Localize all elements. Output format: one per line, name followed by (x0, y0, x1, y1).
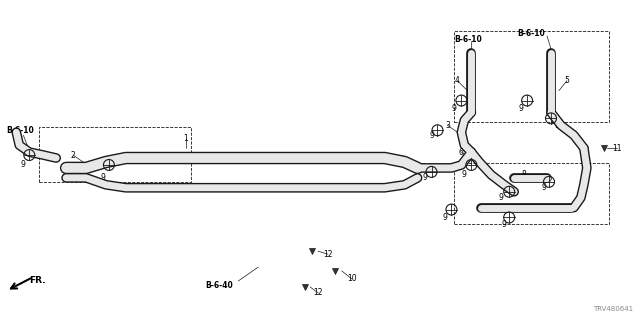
Text: 9: 9 (452, 104, 457, 113)
Bar (454, 31, 609, 122)
Text: 10: 10 (347, 275, 356, 284)
Text: B-6-10: B-6-10 (517, 28, 545, 38)
Text: 9: 9 (442, 213, 447, 222)
Text: B-6-10: B-6-10 (6, 126, 34, 135)
Text: 9: 9 (462, 170, 467, 180)
Text: 9: 9 (429, 131, 434, 140)
Text: 9: 9 (502, 220, 507, 229)
Text: TRV480641: TRV480641 (593, 306, 634, 312)
Bar (454, 163, 609, 224)
Text: B-6-40: B-6-40 (205, 281, 233, 290)
Text: 6: 6 (459, 148, 464, 156)
Text: FR.: FR. (29, 276, 46, 285)
Text: 5: 5 (564, 76, 570, 85)
Text: 9: 9 (422, 173, 427, 182)
Text: 4: 4 (455, 76, 460, 85)
Text: 9: 9 (518, 104, 524, 113)
Text: 12: 12 (313, 288, 323, 297)
Text: 8: 8 (522, 170, 527, 180)
Text: 7: 7 (515, 205, 520, 214)
Text: B-6-10: B-6-10 (454, 35, 482, 44)
Text: 9: 9 (541, 183, 547, 192)
Text: 11: 11 (612, 144, 621, 153)
Text: 2: 2 (70, 150, 76, 160)
Text: 3: 3 (445, 121, 450, 130)
Text: 12: 12 (323, 250, 333, 259)
Text: 9: 9 (499, 193, 504, 202)
Text: 9: 9 (21, 160, 26, 170)
Text: 1: 1 (183, 134, 188, 143)
Text: 9: 9 (100, 173, 106, 182)
Text: 9: 9 (554, 121, 559, 130)
Bar (39, 127, 191, 182)
